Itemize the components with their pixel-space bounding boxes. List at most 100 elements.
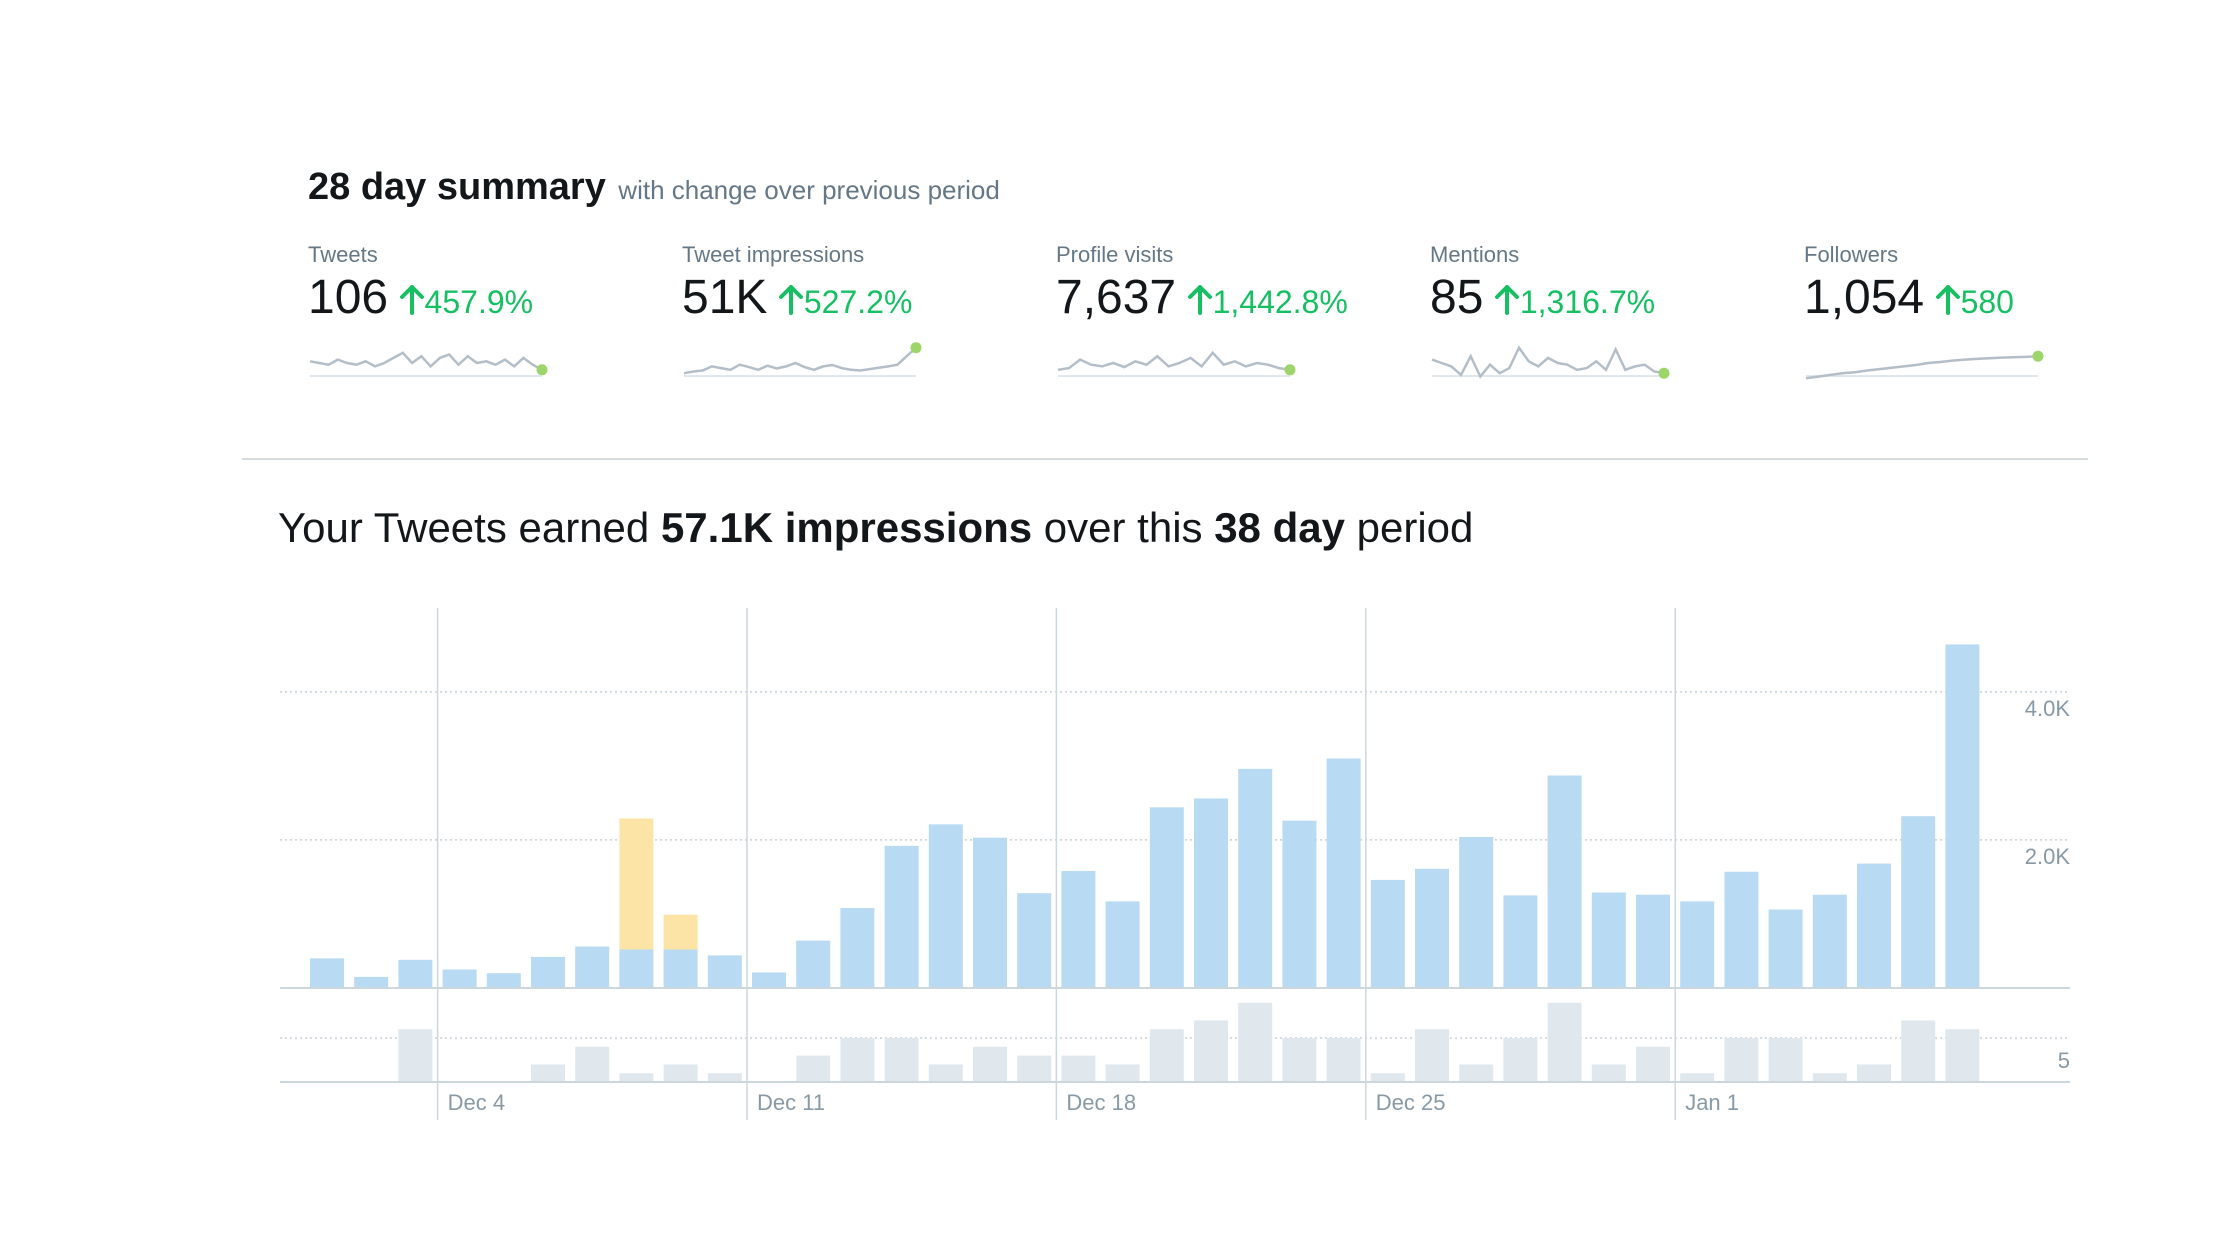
engagement-bar [796, 1055, 831, 1082]
engagement-bar [928, 1064, 963, 1082]
engagement-bar [1724, 1038, 1759, 1082]
impressions-bar [796, 940, 831, 988]
impressions-bar [575, 946, 610, 988]
impressions-bar [619, 949, 654, 988]
metric-value: 85 [1430, 271, 1484, 324]
impressions-bar [1768, 909, 1803, 988]
impressions-bar [752, 972, 786, 988]
sparkline-path [1431, 345, 1665, 379]
impressions-bar [1459, 836, 1494, 988]
metric-value: 106 [308, 271, 389, 324]
engagement-bar [619, 1073, 654, 1082]
metric-label: Profile visits [1056, 242, 1174, 267]
metric-value: 51K [682, 271, 768, 324]
sparkline [1431, 345, 1670, 379]
sparkline-end-dot [536, 364, 548, 376]
metric-profile-visits[interactable]: Profile visits 7,637 1,442.8% [1056, 242, 1396, 377]
impressions-bar [928, 824, 963, 988]
impressions-bar [486, 973, 521, 988]
impressions-bar [707, 955, 742, 988]
arrow-up-icon [1187, 285, 1213, 323]
impressions-bar [1061, 871, 1096, 988]
engagement-bar [1591, 1064, 1626, 1082]
sparkline [1805, 350, 2044, 380]
metric-tweet-impressions[interactable]: Tweet impressions 51K 527.2% [682, 242, 1022, 377]
summary-title: 28 day summary [308, 166, 606, 208]
impressions-bar [1547, 775, 1582, 988]
engagement-bar [1459, 1064, 1494, 1082]
section-divider [242, 458, 2088, 460]
engagement-bar [1812, 1073, 1847, 1082]
arrow-up-icon [778, 285, 804, 323]
metric-tweets[interactable]: Tweets 106 457.9% [308, 242, 648, 377]
engagement-bar [1636, 1046, 1670, 1082]
engagement-bar [1149, 1029, 1184, 1082]
sparkline-end-dot [2032, 350, 2044, 362]
y-tick-label: 4.0K [2025, 696, 2071, 721]
sparkline-path [1057, 350, 1291, 372]
impressions-bar [354, 976, 389, 988]
promoted-bar [619, 818, 654, 950]
impressions-bar [1415, 868, 1449, 988]
x-tick-label: Dec 25 [1376, 1090, 1446, 1115]
metric-mentions[interactable]: Mentions 85 1,316.7% [1430, 242, 1770, 379]
x-tick-label: Dec 4 [448, 1090, 505, 1115]
engagement-bar [398, 1029, 433, 1082]
engagement-bar [1370, 1073, 1405, 1082]
sparkline-path [683, 346, 917, 375]
x-tick-label: Jan 1 [1685, 1090, 1739, 1115]
sparkline-path [309, 351, 543, 371]
impressions-bar [531, 956, 565, 988]
impressions-bar [1901, 816, 1936, 988]
sparkline [309, 351, 548, 377]
metric-label: Tweets [308, 242, 378, 267]
metric-value: 1,054 [1804, 271, 1925, 324]
engagement-bar [1326, 1038, 1361, 1082]
sparkline-end-dot [1658, 367, 1670, 379]
impressions-bar [1282, 820, 1317, 988]
impressions-bar [1326, 758, 1361, 988]
engagement-tick-label: 5 [2058, 1048, 2070, 1073]
metric-change: 457.9% [399, 284, 533, 320]
impressions-bar [398, 959, 433, 988]
arrow-up-icon [1935, 285, 1961, 323]
impressions-bar [1238, 768, 1273, 988]
engagement-bar [1857, 1064, 1891, 1082]
metric-change: 1,316.7% [1494, 284, 1655, 320]
sparkline-path [1805, 354, 2039, 380]
engagement-bar [1503, 1038, 1538, 1082]
x-tick-label: Dec 18 [1066, 1090, 1136, 1115]
engagement-bar [1238, 1002, 1273, 1082]
engagement-bar [1105, 1064, 1140, 1082]
arrow-up-icon [1494, 285, 1520, 323]
engagement-bar [1768, 1038, 1803, 1082]
engagement-bar [1901, 1020, 1936, 1082]
engagement-bar [973, 1046, 1007, 1082]
engagement-bar [1017, 1055, 1052, 1082]
impressions-bar [884, 845, 919, 988]
sparkline-end-dot [1284, 364, 1296, 376]
impressions-bar [1812, 894, 1847, 988]
sparkline [1057, 350, 1296, 377]
summary-subtitle: with change over previous period [618, 175, 1000, 205]
engagement-bar [1547, 1002, 1582, 1082]
metric-value: 7,637 [1056, 271, 1177, 324]
impressions-bar [663, 949, 698, 988]
engagement-bar [531, 1064, 565, 1082]
impressions-bar [1105, 901, 1140, 988]
metric-followers[interactable]: Followers 1,054 580 [1804, 242, 2144, 380]
impressions-bar [1680, 901, 1715, 988]
impressions-bar [1636, 894, 1670, 988]
x-tick-label: Dec 11 [757, 1090, 825, 1115]
impressions-total: 57.1K impressions [660, 504, 1033, 551]
engagement-bar [1282, 1038, 1317, 1082]
engagement-bar [884, 1038, 919, 1082]
impressions-bar [1149, 807, 1184, 988]
impressions-headline: Your Tweets earned 57.1K impressions ove… [278, 504, 1474, 551]
metric-change: 1,442.8% [1187, 284, 1348, 320]
metric-change: 580 [1935, 284, 2014, 320]
engagement-bar [1415, 1029, 1449, 1082]
promoted-bar [663, 914, 698, 950]
impressions-bar [1017, 893, 1052, 988]
